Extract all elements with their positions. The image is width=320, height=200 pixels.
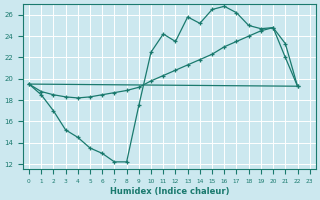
X-axis label: Humidex (Indice chaleur): Humidex (Indice chaleur) [110,187,229,196]
